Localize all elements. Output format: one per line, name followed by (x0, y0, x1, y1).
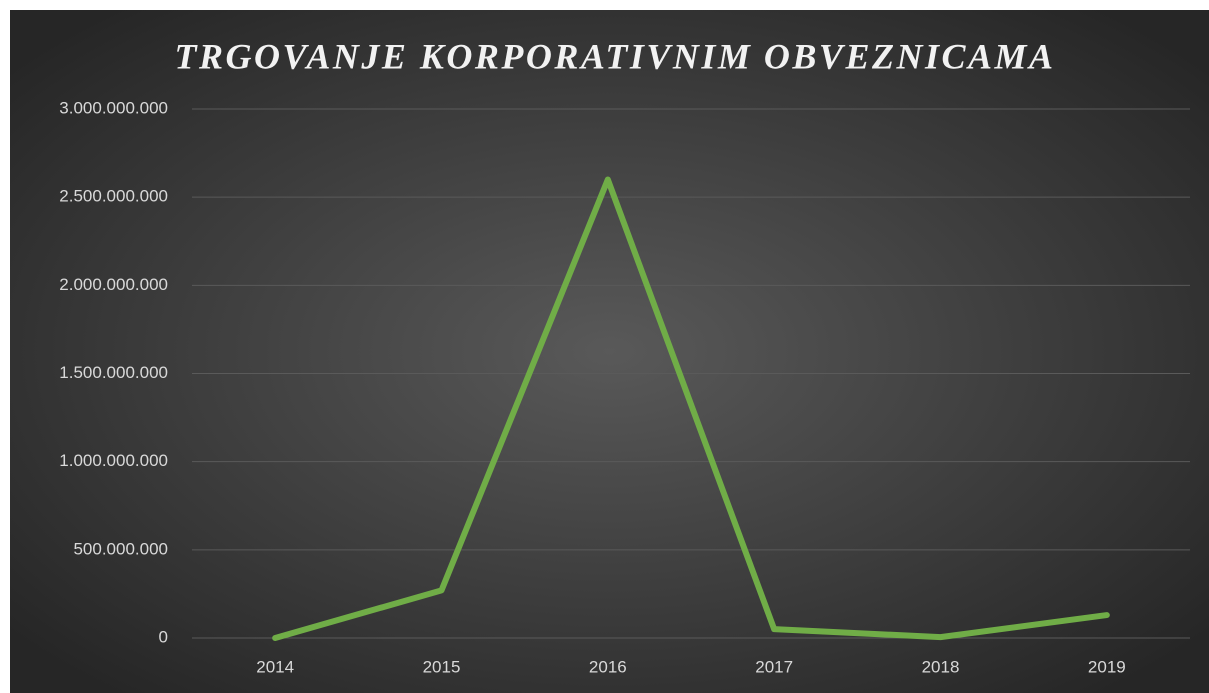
x-tick-label: 2017 (755, 657, 793, 676)
chart-background (10, 10, 1209, 693)
x-tick-label: 2014 (256, 657, 294, 676)
x-tick-label: 2016 (589, 657, 627, 676)
y-tick-label: 2.500.000.000 (59, 187, 168, 206)
y-tick-label: 500.000.000 (73, 539, 168, 558)
x-tick-label: 2019 (1088, 657, 1126, 676)
x-tick-label: 2015 (423, 657, 461, 676)
y-tick-label: 1.500.000.000 (59, 363, 168, 382)
y-tick-label: 2.000.000.000 (59, 275, 168, 294)
y-tick-label: 3.000.000.000 (59, 98, 168, 117)
y-tick-label: 0 (159, 627, 168, 646)
y-tick-label: 1.000.000.000 (59, 451, 168, 470)
chart-title: TRGOVANJE KORPORATIVNIM OBVEZNICAMA (174, 36, 1055, 76)
data-line (272, 176, 1110, 641)
x-tick-label: 2018 (922, 657, 960, 676)
